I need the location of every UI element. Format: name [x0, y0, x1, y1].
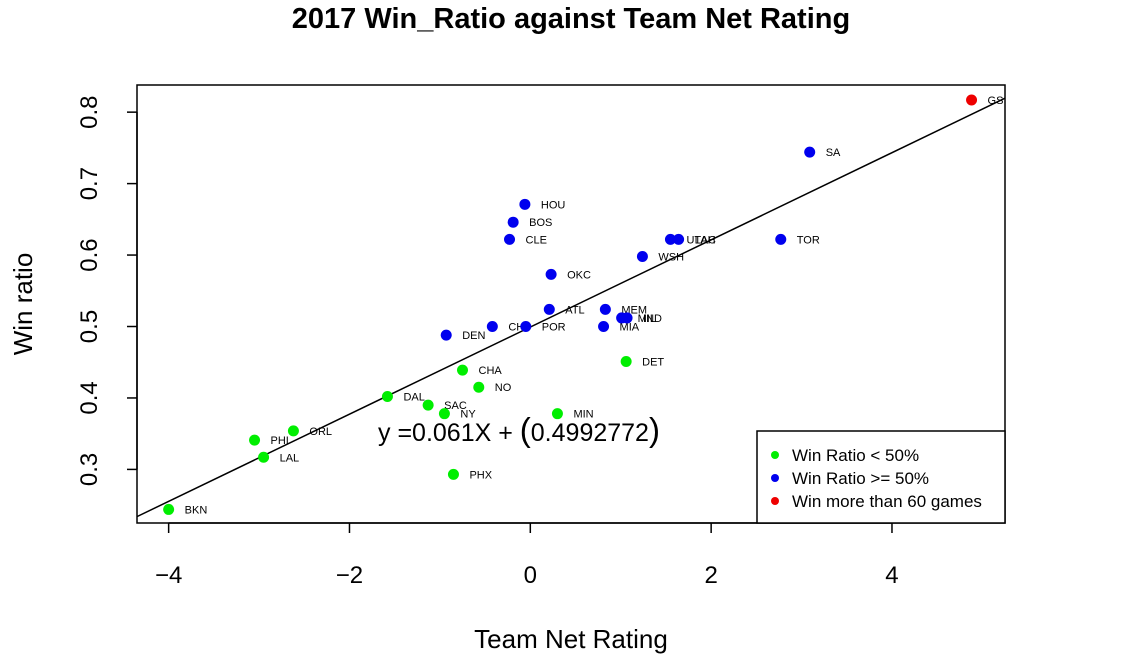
- y-axis: 0.3 0.4 0.5 0.6 0.7 0.8: [76, 95, 138, 486]
- y-axis-title: Win ratio: [8, 253, 38, 356]
- point-label-hou: HOU: [541, 199, 566, 211]
- legend-marker: [771, 474, 779, 482]
- point-label-mil: MIL: [638, 313, 656, 325]
- data-point-phx: [447, 468, 459, 480]
- point-label-lal: LAL: [280, 452, 300, 464]
- point-label-min: MIN: [573, 409, 593, 421]
- x-tick-label: 0: [524, 562, 537, 589]
- point-label-por: POR: [542, 322, 566, 334]
- point-label-cle: CLE: [526, 234, 547, 246]
- y-tick-label: 0.7: [76, 167, 103, 200]
- legend-marker: [771, 451, 779, 459]
- point-label-gs: GS: [988, 95, 1004, 107]
- y-tick-label: 0.5: [76, 310, 103, 343]
- data-point-hou: [519, 198, 531, 210]
- data-point-mem: [599, 303, 611, 315]
- point-label-atl: ATL: [565, 304, 584, 316]
- point-label-no: NO: [495, 382, 512, 394]
- x-tick-label: −2: [336, 562, 363, 589]
- point-label-phi: PHI: [271, 435, 289, 447]
- point-label-bos: BOS: [529, 217, 552, 229]
- data-point-gs: [966, 94, 978, 106]
- regression-equation: y =0.061X + (0.4992772): [378, 411, 660, 448]
- data-point-min: [551, 408, 563, 420]
- legend: Win Ratio < 50% Win Ratio >= 50% Win more …: [756, 430, 1006, 524]
- point-label-det: DET: [642, 357, 664, 369]
- x-axis: −4 −2 0 2 4: [155, 522, 899, 589]
- equation-value: 0.061X +: [412, 419, 520, 447]
- data-point-bkn: [163, 503, 175, 515]
- data-point-bos: [507, 216, 519, 228]
- data-point-utah: [664, 233, 676, 245]
- data-point-okc: [545, 268, 557, 280]
- x-tick-label: 4: [885, 562, 898, 589]
- point-label-ind: IND: [643, 313, 662, 325]
- data-point-chi: [486, 321, 498, 333]
- legend-label: Win Ratio < 50%: [792, 446, 919, 465]
- regression-line: [136, 97, 1006, 518]
- equation-paren-close: ): [649, 411, 660, 448]
- chart-title: 2017 Win_Ratio against Team Net Rating: [292, 3, 850, 35]
- data-point-cle: [504, 233, 516, 245]
- data-point-sa: [804, 146, 816, 158]
- y-tick-label: 0.4: [76, 381, 103, 414]
- x-axis-title: Team Net Rating: [474, 624, 668, 654]
- data-point-tor: [775, 233, 787, 245]
- data-point-den: [440, 329, 452, 341]
- data-point-phi: [249, 434, 261, 446]
- equation-paren-open: (: [520, 411, 531, 448]
- data-point-atl: [543, 303, 555, 315]
- legend-marker: [771, 497, 779, 505]
- data-point-no: [473, 381, 485, 393]
- data-point-sac: [422, 399, 434, 411]
- point-label-orl: ORL: [309, 426, 332, 438]
- data-point-det: [620, 356, 632, 368]
- equation-intercept: 0.4992772: [531, 419, 649, 447]
- x-tick-label: −4: [155, 562, 182, 589]
- y-tick-label: 0.8: [76, 95, 103, 128]
- plot-area: BKNPHILALORLDALSACNYPHXCHANOMINDETDENCHI…: [136, 94, 1006, 518]
- point-label-lac: LAC: [695, 234, 716, 246]
- x-tick-label: 2: [704, 562, 717, 589]
- data-point-lal: [258, 451, 270, 463]
- point-label-den: DEN: [462, 330, 485, 342]
- point-label-sa: SA: [826, 147, 841, 159]
- data-point-dal: [381, 391, 393, 403]
- data-point-cha: [457, 364, 468, 376]
- data-point-orl: [287, 425, 299, 437]
- y-tick-label: 0.6: [76, 238, 103, 271]
- equation-prefix: y =: [378, 419, 412, 447]
- point-label-utah: UTAH: [686, 234, 715, 246]
- data-point-wsh: [636, 250, 648, 262]
- point-label-bkn: BKN: [185, 504, 208, 516]
- point-label-phx: PHX: [469, 469, 492, 481]
- point-label-tor: TOR: [797, 234, 820, 246]
- point-label-mia: MIA: [620, 322, 640, 334]
- point-label-okc: OKC: [567, 269, 591, 281]
- svg-text:y =0.061X + (0.4992772): y =0.061X + (0.4992772): [378, 411, 660, 448]
- legend-label: Win more than 60 games: [792, 492, 982, 511]
- data-point-mia: [598, 321, 610, 333]
- data-point-ind: [621, 312, 633, 324]
- point-label-dal: DAL: [403, 392, 424, 404]
- point-label-wsh: WSH: [658, 251, 684, 263]
- point-label-sac: SAC: [444, 400, 467, 412]
- y-tick-label: 0.3: [76, 453, 103, 486]
- data-point-lac: [673, 233, 685, 245]
- legend-box: [756, 430, 1006, 524]
- point-label-cha: CHA: [479, 365, 503, 377]
- data-point-ny: [438, 408, 450, 420]
- point-label-ny: NY: [460, 409, 476, 421]
- legend-label: Win Ratio >= 50%: [792, 469, 929, 488]
- data-point-por: [520, 321, 532, 333]
